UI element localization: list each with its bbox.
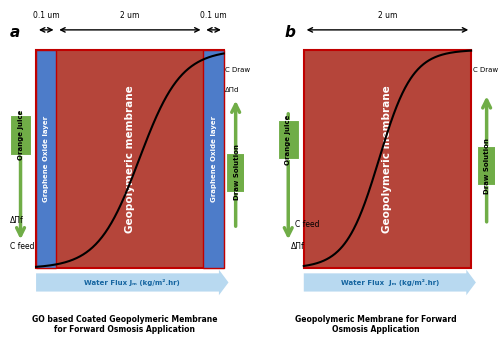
Text: Graphene Oxide layer: Graphene Oxide layer [43,116,49,202]
Text: ΔΠf: ΔΠf [10,216,24,225]
Text: Geopolymeric membrane: Geopolymeric membrane [125,85,135,233]
Bar [304,50,471,268]
Text: Orange Juice: Orange Juice [285,114,291,165]
FancyArrow shape [36,270,228,295]
Text: 2 um: 2 um [120,11,140,20]
Text: Geopolymeric Membrane for Forward
Osmosis Application: Geopolymeric Membrane for Forward Osmosi… [294,315,456,334]
Text: 2 um: 2 um [378,11,397,20]
Text: Geopolymeric membrane: Geopolymeric membrane [382,85,392,233]
Text: Draw Solution: Draw Solution [234,144,239,200]
Text: ΔΠd: ΔΠd [225,87,240,93]
Text: C Draw: C Draw [474,67,498,73]
Bar [10,115,31,155]
Text: C Draw: C Draw [225,67,250,73]
Text: ΔΠf: ΔΠf [290,242,304,251]
Bar [477,146,498,185]
Text: 0.1 um: 0.1 um [33,11,60,20]
Text: b: b [284,25,296,40]
Text: Draw Solution: Draw Solution [484,138,490,194]
Bar [278,120,299,159]
Text: 0.1 um: 0.1 um [200,11,227,20]
Bar [226,152,247,192]
Text: Graphene Oxide layer: Graphene Oxide layer [210,116,216,202]
Text: Orange Juice: Orange Juice [18,110,24,160]
Text: C feed: C feed [296,220,320,229]
Bar [36,50,224,268]
Text: Water Flux  Jₘ (kg/m².hr): Water Flux Jₘ (kg/m².hr) [340,279,439,286]
Text: C feed: C feed [10,242,34,251]
Bar [36,50,56,268]
Bar [204,50,224,268]
Text: a: a [10,25,20,40]
Text: Water Flux Jₘ (kg/m².hr): Water Flux Jₘ (kg/m².hr) [84,279,180,286]
Text: GO based Coated Geopolymeric Membrane
for Forward Osmosis Application: GO based Coated Geopolymeric Membrane fo… [32,315,218,334]
FancyArrow shape [304,270,476,295]
